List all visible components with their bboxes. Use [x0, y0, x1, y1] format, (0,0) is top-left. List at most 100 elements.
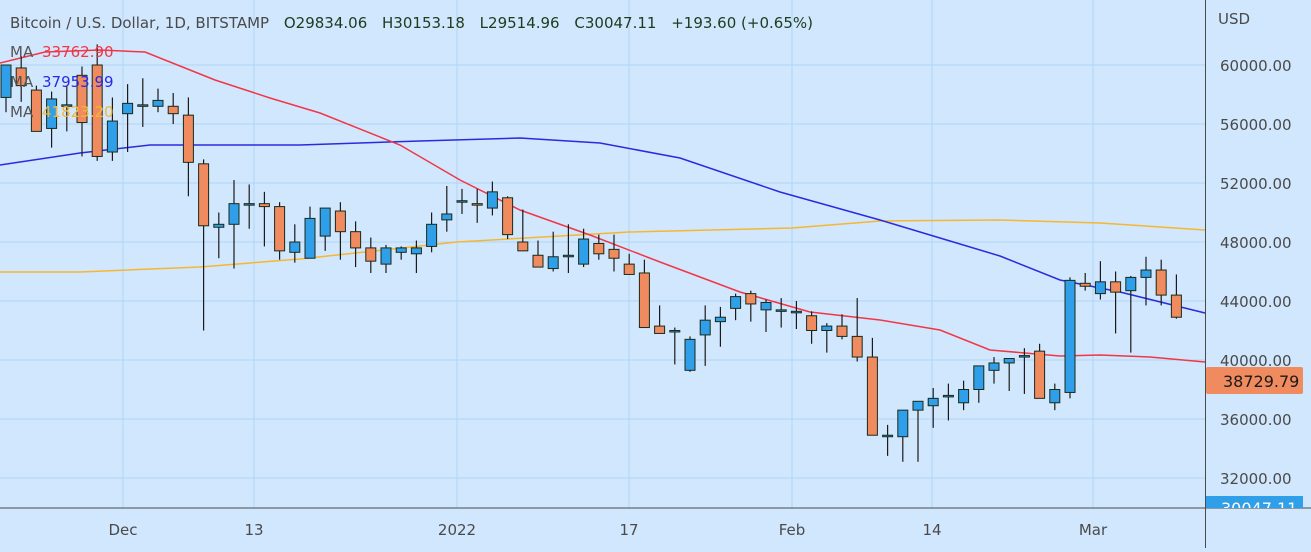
candle-up [456, 200, 468, 203]
ma-slow-legend[interactable]: MA 41823.20 [10, 102, 813, 132]
candle-up [486, 191, 498, 209]
candle-down [517, 241, 529, 252]
candle-up [669, 330, 681, 333]
candle-up [319, 207, 331, 237]
candle-up [61, 104, 73, 107]
candle-down [365, 247, 377, 262]
current-price-label: 30047.11 [1206, 496, 1303, 508]
candles [0, 44, 1182, 462]
ma-mid-line [0, 137, 1206, 314]
time-tick: 13 [244, 521, 263, 539]
price-axis[interactable]: 60000.00 56000.00 52000.00 48000.00 44000.00… [1220, 57, 1292, 488]
time-axis[interactable]: Dec 13 2022 17 Feb 14 Mar [108, 521, 1107, 539]
time-tick: Mar [1079, 521, 1108, 539]
candle-up [973, 365, 985, 390]
candle-up [988, 362, 1000, 371]
candle-up [289, 241, 301, 253]
candle-down [91, 64, 103, 157]
candle-down [502, 197, 514, 236]
time-tick: 2022 [438, 521, 476, 539]
candle-up [122, 102, 134, 115]
candle-down [15, 67, 27, 87]
candle-down [350, 231, 362, 249]
price-tick: 60000.00 [1220, 57, 1292, 75]
price-tick: 56000.00 [1220, 116, 1292, 134]
candle-up [699, 319, 711, 336]
candle-down [167, 105, 179, 115]
candle-down [866, 356, 878, 436]
candle-down [334, 210, 346, 233]
ma-mid-value: 37953.99 [41, 73, 114, 91]
ohlc-open: O29834.06 [283, 14, 368, 32]
candle-up [46, 98, 58, 129]
candle-down [1110, 281, 1122, 293]
candle-up [714, 316, 726, 323]
ma-fast-label: MA [10, 43, 34, 61]
candle-down [638, 272, 650, 329]
ma-slow-label: MA [10, 103, 34, 121]
price-tick: 36000.00 [1220, 411, 1292, 429]
candle-up [897, 409, 909, 438]
candle-down [274, 206, 286, 252]
candle-down [836, 325, 848, 337]
candle-up [578, 238, 590, 265]
price-tick: 44000.00 [1220, 293, 1292, 311]
currency-label: USD [1218, 10, 1251, 28]
candle-down [532, 254, 544, 268]
ma-slow-line [0, 219, 1206, 273]
candle-up [1094, 281, 1106, 295]
candle-up [927, 397, 939, 407]
candle-up [684, 338, 696, 371]
price-tick: 48000.00 [1220, 234, 1292, 252]
time-tick: Feb [779, 521, 806, 539]
time-tick: Dec [108, 521, 137, 539]
candle-up [958, 389, 970, 404]
candle-down [806, 315, 818, 331]
candle-up [790, 310, 802, 314]
ohlc-close: C30047.11 [574, 14, 657, 32]
candle-up [426, 223, 438, 247]
candle-up [395, 247, 407, 253]
candle-up [243, 203, 255, 206]
candle-up [410, 247, 422, 255]
candle-up [137, 104, 149, 107]
candle-up [213, 223, 225, 228]
candle-up [106, 120, 118, 153]
ma-fast-legend[interactable]: MA 33762.90 [10, 42, 813, 72]
candle-up [228, 203, 240, 225]
ma-fast-value: 33762.90 [41, 43, 114, 61]
price-tick: 52000.00 [1220, 175, 1292, 193]
ma-slow-value: 41823.20 [41, 103, 114, 121]
ohlc-change: +193.60 (+0.65%) [671, 14, 813, 32]
candle-up [730, 296, 742, 309]
candle-down [623, 263, 635, 275]
candle-down [30, 89, 42, 132]
candle-up [1049, 389, 1061, 404]
candle-up [1140, 269, 1152, 278]
candle-down [182, 114, 194, 163]
symbol-row: Bitcoin / U.S. Dollar, 1D, BITSTAMP O298… [10, 12, 813, 42]
last-price-label: 38729.79 [1206, 367, 1303, 394]
candle-down [593, 242, 605, 255]
ma-mid-label: MA [10, 73, 34, 91]
candle-up [760, 301, 772, 311]
ma-mid-legend[interactable]: MA 37953.99 [10, 72, 813, 102]
time-tick: 17 [619, 521, 638, 539]
candle-up [152, 99, 164, 107]
ohlc-low: L29514.96 [479, 14, 560, 32]
candle-up [304, 217, 316, 259]
candle-up [1064, 279, 1076, 393]
candle-up [0, 64, 12, 98]
price-tick: 40000.00 [1220, 352, 1292, 370]
symbol-title[interactable]: Bitcoin / U.S. Dollar, 1D, BITSTAMP [10, 14, 270, 32]
candle-down [198, 163, 210, 227]
ohlc-high: H30153.18 [382, 14, 465, 32]
candle-up [380, 247, 392, 265]
candle-up [912, 400, 924, 411]
candle-down [654, 325, 666, 334]
candle-down [745, 293, 757, 305]
candle-up [1125, 276, 1137, 292]
chart-legend: Bitcoin / U.S. Dollar, 1D, BITSTAMP O298… [10, 12, 813, 132]
